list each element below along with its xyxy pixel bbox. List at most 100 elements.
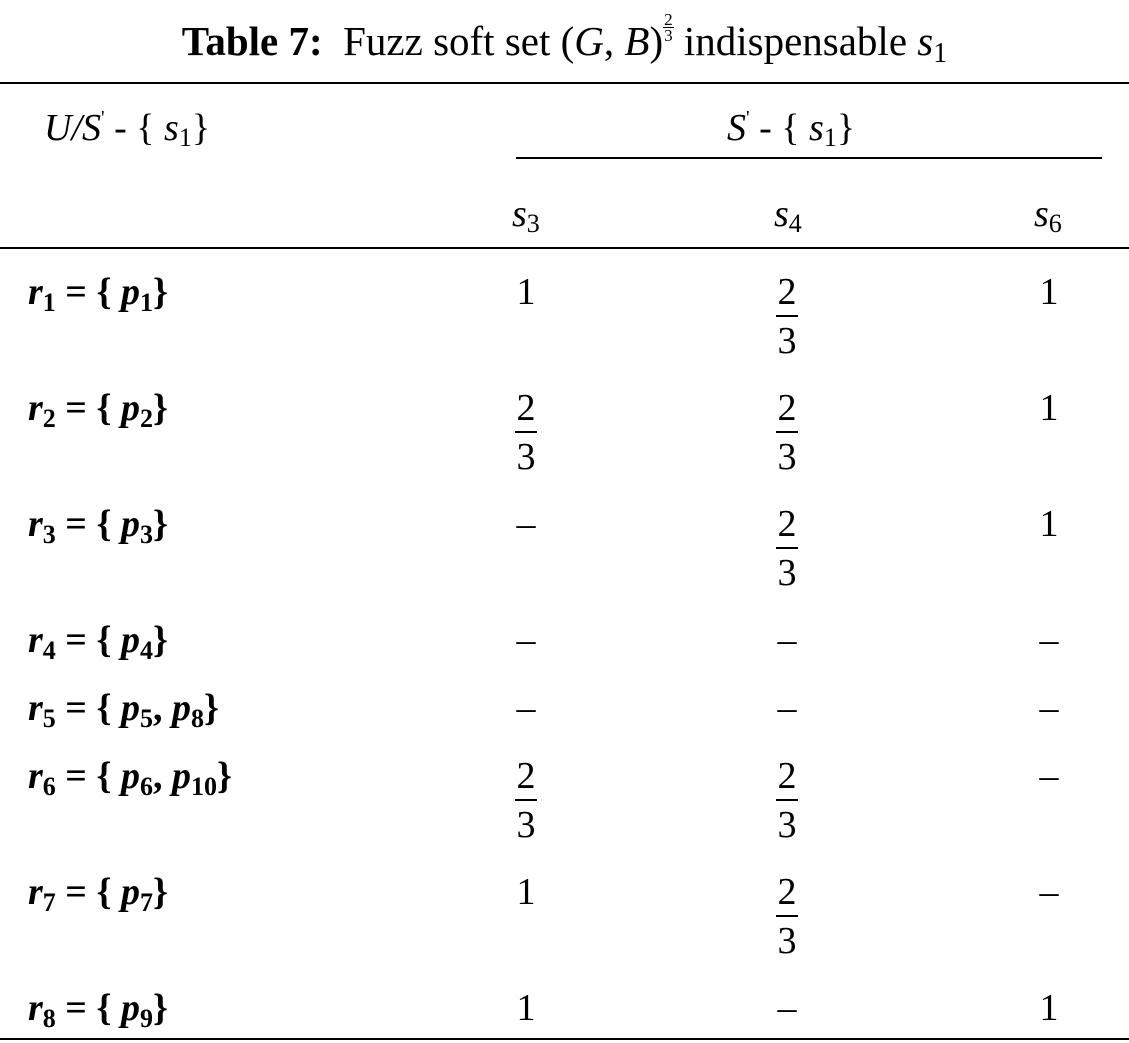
row-eq: = { <box>55 755 121 797</box>
header-left: U/S' - { s1} <box>44 107 211 151</box>
row-item-p: p <box>120 271 140 313</box>
header-left-prime: ' <box>101 107 105 129</box>
column-header-s4: s4 <box>774 194 802 237</box>
column-header-sub: 4 <box>788 209 802 238</box>
row-item-p: p <box>120 619 140 661</box>
caption-set-g: G <box>574 18 604 64</box>
row-item-sub: 3 <box>139 520 153 549</box>
header-group: S' - { s1} <box>727 107 855 151</box>
caption-set-b: B <box>624 18 650 64</box>
caption-set-close: ) <box>649 18 664 64</box>
cell-s6: – <box>1019 872 1079 912</box>
row-r-sub: 5 <box>42 704 56 733</box>
row-item-sub: 9 <box>139 1004 153 1033</box>
fraction-numerator: 2 <box>516 755 536 797</box>
fraction-denominator: 3 <box>777 552 797 594</box>
row-close: } <box>152 503 168 545</box>
fraction-bar <box>776 799 798 801</box>
row-item-p: p <box>120 387 140 429</box>
row-item-sub: 7 <box>139 888 153 917</box>
caption-set-comma: , <box>603 18 625 64</box>
row-item-sub: 2 <box>139 404 153 433</box>
header-group-minus: - { <box>749 107 810 149</box>
row-r: r <box>28 987 43 1029</box>
row-r-sub: 8 <box>42 1004 56 1033</box>
caption-s-sub: 1 <box>933 38 948 69</box>
column-header-s3: s3 <box>512 194 540 237</box>
header-left-u: U/S <box>44 107 101 149</box>
row-r: r <box>28 271 43 313</box>
cell-value: – <box>1039 687 1059 729</box>
header-group-s2: s <box>809 107 824 149</box>
fraction-numerator: 2 <box>777 871 797 913</box>
row-item-p: p <box>120 871 140 913</box>
row-item-separator: , <box>152 755 172 797</box>
row-eq: = { <box>55 387 121 429</box>
row-item-p: p <box>120 503 140 545</box>
row-label: r5 = { p5, p8} <box>28 687 219 732</box>
cell-s3: – <box>496 504 556 544</box>
caption-exponent-numerator: 2 <box>663 10 674 29</box>
column-header-sub: 3 <box>526 209 540 238</box>
cell-value: – <box>1039 871 1059 913</box>
row-label: r1 = { p1} <box>28 271 168 316</box>
column-header-sub: 6 <box>1048 209 1062 238</box>
cell-value: – <box>1039 755 1059 797</box>
fraction-bar <box>515 799 537 801</box>
header-left-close: } <box>191 107 211 149</box>
fraction-bar <box>515 431 537 433</box>
row-label: r8 = { p9} <box>28 987 168 1032</box>
row-eq: = { <box>55 687 121 729</box>
fraction-bar <box>776 547 798 549</box>
fraction-numerator: 2 <box>777 271 797 313</box>
header-left-s: s <box>164 107 179 149</box>
cell-s3: 1 <box>496 988 556 1028</box>
header-group-sub: 1 <box>823 123 837 152</box>
fraction-numerator: 2 <box>777 503 797 545</box>
row-eq: = { <box>55 987 121 1029</box>
fraction-denominator: 3 <box>777 804 797 846</box>
cell-value: 1 <box>1039 503 1059 545</box>
row-r: r <box>28 755 43 797</box>
row-item-sub: 1 <box>139 288 153 317</box>
row-item-p: p <box>120 987 140 1029</box>
cell-value: – <box>516 619 536 661</box>
cell-s4: – <box>757 688 817 728</box>
row-close: } <box>152 871 168 913</box>
caption-suffix: indispensable <box>683 18 908 64</box>
cell-value: – <box>777 987 797 1029</box>
row-r-sub: 6 <box>42 772 56 801</box>
cell-value: 1 <box>1039 987 1059 1029</box>
row-item-sub: 8 <box>190 704 204 733</box>
row-item-sub: 4 <box>139 636 153 665</box>
cell-s3: 1 <box>496 272 556 312</box>
cell-s3: 1 <box>496 872 556 912</box>
header-left-sub: 1 <box>178 123 192 152</box>
row-close: } <box>152 271 168 313</box>
cell-s6: – <box>1019 620 1079 660</box>
header-group-s: S <box>727 107 746 149</box>
fraction-denominator: 3 <box>777 436 797 478</box>
cell-value: 1 <box>516 987 536 1029</box>
fraction-denominator: 3 <box>516 436 536 478</box>
fraction-denominator: 3 <box>516 804 536 846</box>
row-r: r <box>28 387 43 429</box>
row-r-sub: 2 <box>42 404 56 433</box>
row-r-sub: 7 <box>42 888 56 917</box>
row-eq: = { <box>55 619 121 661</box>
row-r: r <box>28 871 43 913</box>
cell-s6: 1 <box>1019 504 1079 544</box>
row-r-sub: 4 <box>42 636 56 665</box>
cell-s4: – <box>757 988 817 1028</box>
row-close: } <box>152 987 168 1029</box>
cell-s3: – <box>496 688 556 728</box>
row-close: } <box>203 687 219 729</box>
